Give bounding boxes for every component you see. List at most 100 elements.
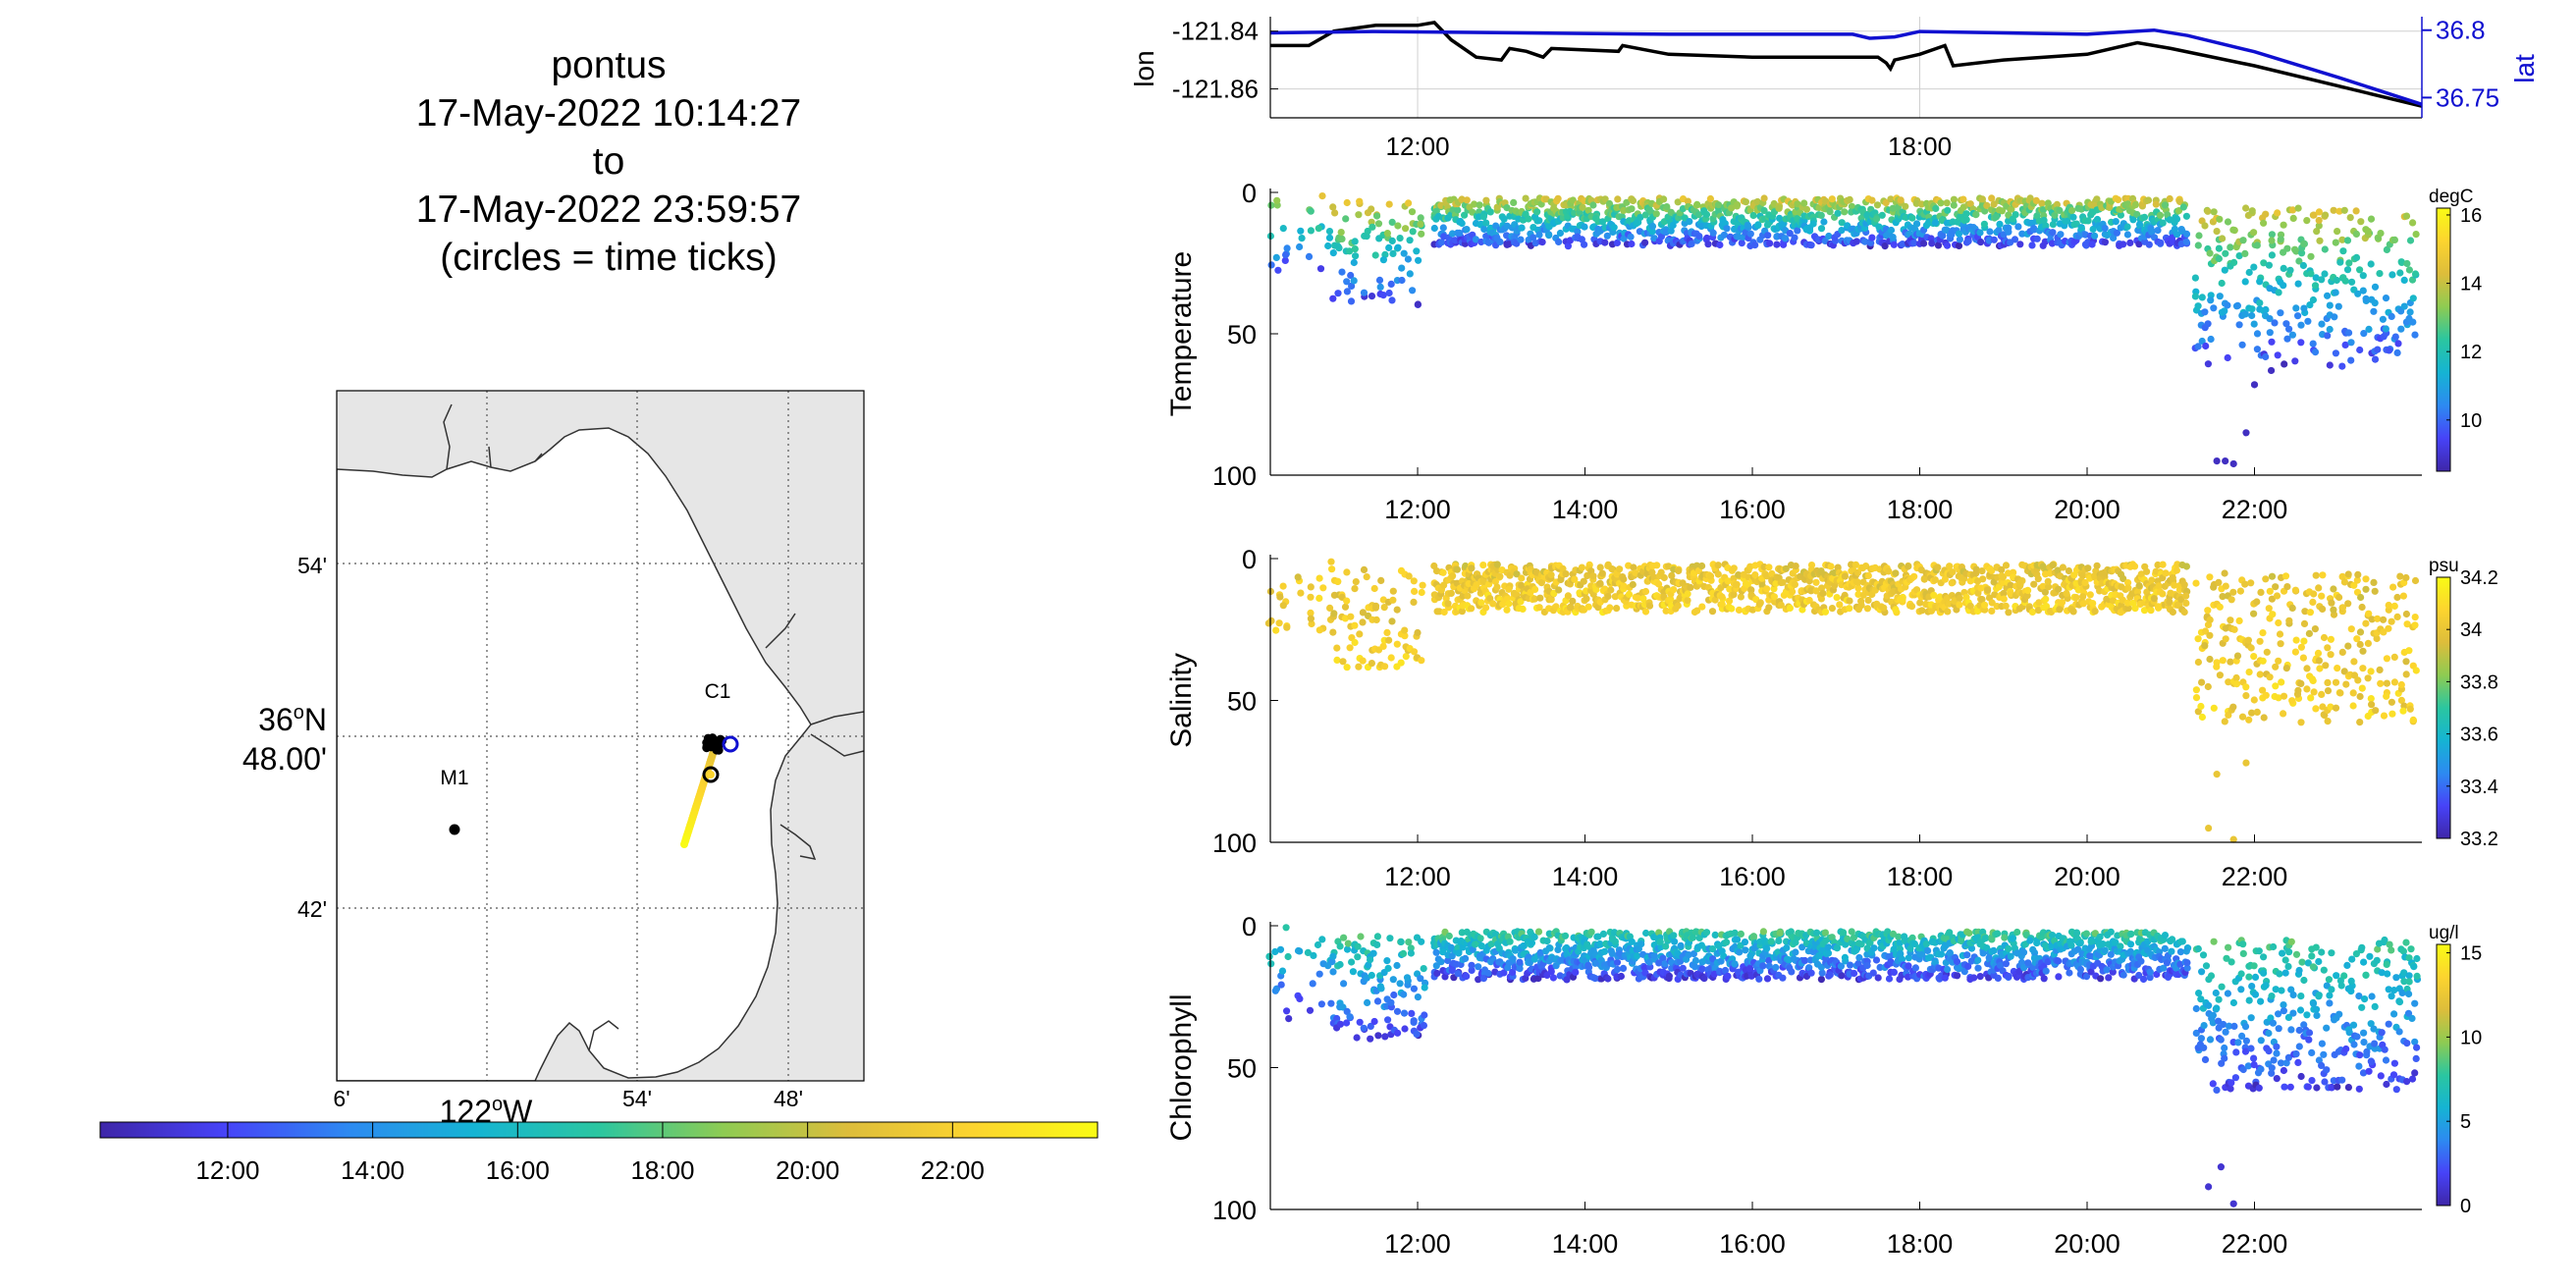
scatter-point bbox=[2091, 608, 2099, 616]
scatter-point bbox=[2382, 325, 2389, 333]
scatter-point bbox=[1988, 607, 1996, 616]
scatter-point bbox=[2221, 718, 2228, 725]
scatter-point bbox=[2072, 929, 2081, 937]
scatter-point bbox=[2309, 340, 2317, 348]
figure-title-note: (circles = time ticks) bbox=[440, 237, 778, 279]
scatter-point bbox=[2272, 583, 2280, 591]
scatter-point bbox=[1775, 937, 1783, 945]
y-tick-label: 100 bbox=[1212, 461, 1257, 491]
scatter-point bbox=[1714, 201, 1723, 209]
scatter-point bbox=[2210, 304, 2218, 312]
scatter-point bbox=[1476, 935, 1484, 942]
scatter-point bbox=[2256, 637, 2264, 645]
scatter-point bbox=[2345, 329, 2353, 337]
scatter-point bbox=[2233, 301, 2241, 309]
scatter-point bbox=[2256, 671, 2264, 678]
track-point bbox=[710, 739, 720, 749]
scatter-point bbox=[2174, 231, 2181, 239]
scatter-point bbox=[1674, 602, 1682, 610]
scatter-point bbox=[1671, 938, 1679, 945]
lon-tick-label: -121.84 bbox=[1172, 17, 1259, 46]
scatter-point bbox=[1351, 621, 1359, 629]
scatter-point bbox=[2316, 237, 2324, 244]
scatter-point bbox=[1476, 201, 1483, 209]
scatter-point bbox=[2268, 237, 2276, 244]
scatter-point bbox=[1531, 585, 1539, 594]
scatter-point bbox=[1944, 206, 1952, 214]
scatter-point bbox=[2250, 320, 2258, 328]
colorbar-tick-label: 34 bbox=[2460, 619, 2482, 641]
scatter-point bbox=[1846, 605, 1853, 613]
scatter-point bbox=[1990, 236, 1998, 243]
scatter-point bbox=[1408, 1009, 1416, 1017]
scatter-point bbox=[2192, 579, 2200, 587]
scatter-point bbox=[1998, 207, 2006, 215]
scatter-point bbox=[2248, 305, 2256, 313]
scatter-point bbox=[1351, 245, 1359, 253]
scatter-point bbox=[2227, 243, 2234, 251]
x-tick-label: 22:00 bbox=[2222, 495, 2288, 524]
time-colorbar-tick-label: 16:00 bbox=[486, 1155, 550, 1185]
scatter-point bbox=[2349, 702, 2357, 710]
scatter-point bbox=[1807, 969, 1815, 977]
scatter-point bbox=[2309, 598, 2317, 607]
scatter-point bbox=[1388, 237, 1396, 244]
scatter-point bbox=[1475, 213, 1482, 221]
map-lon-tick-6: 6' bbox=[333, 1086, 349, 1111]
scatter-point bbox=[1614, 195, 1622, 203]
scatter-point bbox=[2028, 242, 2036, 249]
scatter-point bbox=[1316, 265, 1325, 273]
scatter-point bbox=[1948, 579, 1956, 587]
scatter-point bbox=[1318, 192, 1326, 200]
scatter-point bbox=[2332, 704, 2340, 712]
scatter-point bbox=[1343, 288, 1351, 295]
scatter-point bbox=[1400, 991, 1408, 998]
scatter-point bbox=[1389, 596, 1397, 604]
scatter-point bbox=[2321, 245, 2329, 253]
scatter-point bbox=[1564, 242, 1572, 250]
scatter-point bbox=[2159, 590, 2167, 598]
scatter-point bbox=[1613, 958, 1622, 966]
scatter-point bbox=[2307, 270, 2315, 278]
scatter-point bbox=[2256, 299, 2264, 307]
scatter-point bbox=[1518, 574, 1526, 582]
scatter-point bbox=[2356, 692, 2364, 701]
scatter-point bbox=[1637, 213, 1644, 221]
scatter-point bbox=[2069, 213, 2077, 221]
scatter-point bbox=[2347, 356, 2355, 364]
scatter-point bbox=[2299, 261, 2307, 270]
figure-title-end: 17-May-2022 23:59:57 bbox=[415, 188, 802, 231]
scatter-point bbox=[1786, 604, 1794, 613]
scatter-point bbox=[2247, 644, 2255, 652]
scatter-point bbox=[2204, 607, 2212, 615]
scatter-point bbox=[2227, 658, 2234, 666]
scatter-point bbox=[1352, 578, 1360, 586]
scatter-point bbox=[2242, 204, 2250, 212]
scatter-point bbox=[1281, 256, 1289, 264]
scatter-point bbox=[1828, 195, 1836, 203]
scatter-point bbox=[1863, 605, 1871, 613]
scatter-point bbox=[1675, 566, 1683, 575]
scatter-point bbox=[1410, 598, 1418, 607]
scatter-point bbox=[1379, 256, 1387, 264]
scatter-point bbox=[2324, 644, 2332, 652]
scatter-point bbox=[2213, 228, 2221, 236]
scatter-point bbox=[2274, 209, 2281, 217]
scatter-point bbox=[1878, 211, 1886, 219]
scatter-point bbox=[2332, 239, 2339, 246]
scatter-point bbox=[2332, 678, 2340, 686]
scatter-point bbox=[2334, 665, 2341, 672]
scatter-point bbox=[1562, 570, 1570, 578]
scatter-point bbox=[1373, 933, 1381, 940]
scatter-point bbox=[1584, 603, 1592, 611]
scatter-point bbox=[2084, 217, 2092, 225]
scatter-point bbox=[1606, 604, 1614, 612]
track-time-tick-circle bbox=[722, 735, 739, 753]
scatter-point bbox=[1584, 206, 1592, 214]
scatter-point bbox=[2135, 582, 2143, 590]
scatter-point bbox=[1817, 225, 1826, 233]
scatter-point bbox=[1385, 200, 1393, 208]
scatter-point bbox=[1556, 229, 1564, 238]
map-lat-tick-48: 48.00' bbox=[242, 741, 327, 777]
scatter-point bbox=[2368, 701, 2376, 709]
